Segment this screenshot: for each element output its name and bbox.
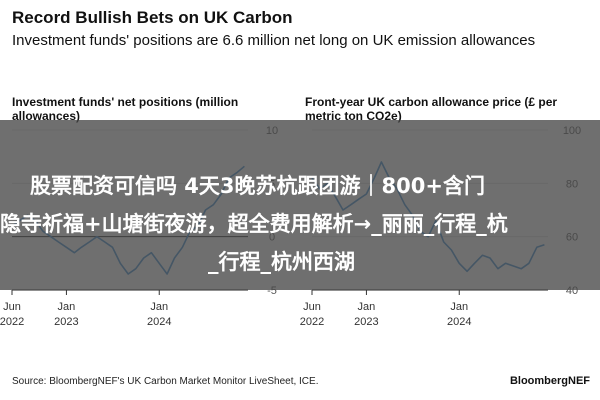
chart-subtitle: Investment funds' positions are 6.6 mill… bbox=[12, 32, 536, 49]
x-tick-label: 2024 bbox=[147, 316, 171, 328]
x-tick-label: 2024 bbox=[447, 316, 471, 328]
overlay-text-line-2: 隐寺祈福+山塘街夜游，超全费用解析→_丽丽_行程_杭 bbox=[0, 212, 508, 236]
brand-logo-text: BloombergNEF bbox=[509, 375, 590, 387]
x-tick-label: Jan bbox=[358, 301, 376, 313]
x-tick-label: 2022 bbox=[0, 316, 24, 328]
x-tick-label: Jan bbox=[150, 301, 168, 313]
x-tick-label: 2022 bbox=[300, 316, 324, 328]
panel-title-carbon-price: Front-year UK carbon allowance price (£ … bbox=[305, 95, 558, 123]
watermark-overlay bbox=[0, 120, 600, 290]
x-tick-label: Jun bbox=[303, 301, 321, 313]
overlay-text-line-3: _行程_杭州西湖 bbox=[208, 250, 355, 274]
x-tick-label: Jun bbox=[3, 301, 21, 313]
x-tick-label: Jan bbox=[58, 301, 76, 313]
chart-title: Record Bullish Bets on UK Carbon bbox=[12, 8, 293, 27]
panel-title-net-positions: Investment funds' net positions (million… bbox=[12, 95, 239, 123]
overlay-text-line-1: 股票配资可信吗 4天3晚苏杭跟团游｜800+含门 bbox=[30, 174, 485, 198]
x-tick-label: Jan bbox=[450, 301, 468, 313]
x-tick-label: 2023 bbox=[54, 316, 78, 328]
y-tick-label: -5 bbox=[267, 285, 277, 297]
x-tick-label: 2023 bbox=[354, 316, 378, 328]
source-note: Source: BloombergNEF's UK Carbon Market … bbox=[12, 376, 319, 387]
